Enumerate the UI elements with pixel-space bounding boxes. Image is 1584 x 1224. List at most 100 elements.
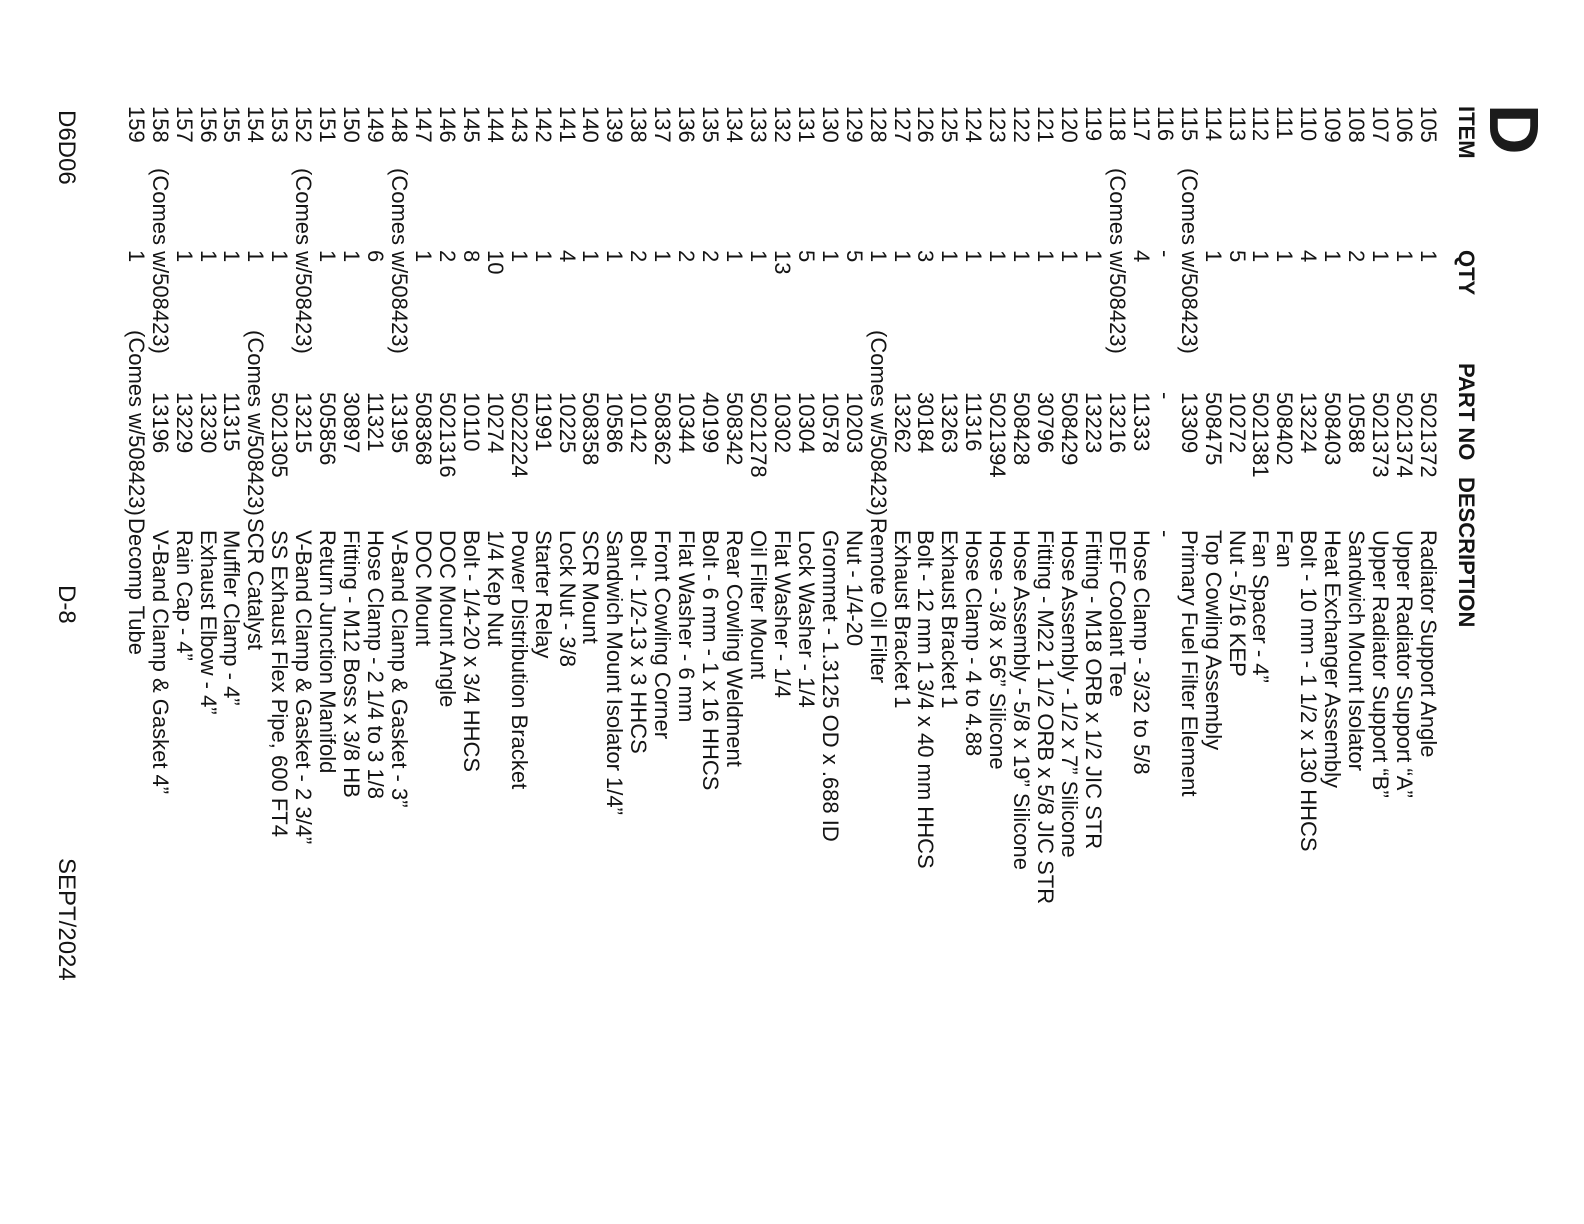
item-cell: 115 [1176, 106, 1202, 142]
part-no-cell: 5021381 [1248, 392, 1274, 478]
qty-cell: 13 [769, 250, 795, 275]
part-no-cell: 5021305 [267, 392, 293, 478]
part-no-cell: 13229 [171, 392, 197, 454]
qty-cell: 1 [937, 250, 963, 263]
description-cell: Rear Cowling Weldment [722, 530, 748, 767]
qty-cell: 1 [1033, 250, 1059, 263]
qty-cell: 1 [722, 250, 748, 263]
description-cell: Fitting - M22 1 1/2 ORB x 5/8 JIC STR [1033, 530, 1059, 905]
table-row: 156 1 13230 Exhaust Elbow - 4” [196, 0, 221, 1224]
table-row: 116 - - - [1152, 0, 1178, 1224]
part-no-cell: - [1152, 392, 1178, 400]
qty-cell: 1 [1248, 250, 1274, 263]
item-cell: 133 [745, 106, 771, 143]
description-cell: DOC Mount Angle [434, 530, 460, 708]
table-row: 152 (Comes w/508423) 13215 V-Band Clamp & G… [291, 0, 317, 1224]
footer-date: SEPT/2024 [53, 858, 80, 981]
item-cell: 158 [147, 106, 173, 143]
description-cell: Top Cowling Assembly [1200, 530, 1226, 751]
description-cell: Lock Nut - 3/8 [554, 530, 580, 667]
table-row: 107 1 5021373 Upper Radiator Support “B” [1368, 0, 1393, 1224]
description-cell: Bolt - 12 mm 1 3/4 x 40 mm HHCS [913, 530, 939, 869]
item-cell: 152 [291, 106, 317, 143]
qty-cell: 1 [123, 250, 149, 263]
table-row: 145 8 10110 Bolt - 1/4-20 x 3/4 HHCS [458, 0, 484, 1224]
qty-cell: 1 [243, 250, 269, 263]
qty-cell: 1 [961, 250, 987, 263]
item-cell: 151 [315, 106, 341, 143]
description-cell: Hose Clamp - 3/32 to 5/8 [1128, 530, 1154, 775]
part-no-cell: (Comes w/508423) [123, 330, 149, 516]
part-no-cell: 5021316 [434, 392, 460, 478]
qty-cell: 6 [363, 250, 389, 263]
item-cell: 109 [1320, 106, 1346, 143]
table-row: 130 1 10578 Grommet - 1.3125 OD x .688 ID [817, 0, 843, 1224]
table-row: 122 1 508428 Hose Assembly - 5/8 x 19” Sili… [1009, 0, 1034, 1224]
part-no-cell: 5021394 [985, 392, 1011, 478]
description-cell: SS Exhaust Flex Pipe, 600 FT4 [267, 530, 293, 837]
description-cell: Bolt - 1/4-20 x 3/4 HHCS [458, 530, 484, 773]
table-row: 131 5 10304 Lock Washer - 1/4 [794, 0, 819, 1224]
description-cell: Primary Fuel Filter Element [1176, 530, 1202, 797]
item-cell: 159 [123, 106, 149, 143]
part-no-cell: (Comes w/508423) [865, 330, 891, 516]
item-cell: 110 [1296, 106, 1322, 142]
description-cell: Oil Filter Mount [745, 530, 771, 680]
table-row: 114 1 508475 Top Cowling Assembly [1200, 0, 1226, 1224]
description-cell: Remote Oil Filter [865, 518, 891, 684]
footer-page-number: D-8 [53, 585, 80, 624]
table-row: 139 1 10586 Sandwich Mount Isolator 1/4” [602, 0, 628, 1224]
part-no-cell: 13216 [1104, 392, 1130, 454]
item-cell: 142 [530, 106, 556, 143]
qty-cell: 1 [1080, 250, 1106, 263]
qty-cell: 1 [1272, 250, 1298, 263]
table-row: 118 (Comes w/508423) 13216 DEF Coolant Tee [1104, 0, 1130, 1224]
item-cell: 137 [650, 106, 676, 143]
table-row: 141 4 10225 Lock Nut - 3/8 [554, 0, 580, 1224]
table-row: 109 1 508403 Heat Exchanger Assembly [1320, 0, 1346, 1224]
qty-cell: 1 [1392, 250, 1418, 263]
item-cell: 139 [602, 106, 628, 143]
part-no-cell: 508342 [722, 392, 748, 466]
qty-cell: 1 [1320, 250, 1346, 263]
qty-cell: 4 [1296, 250, 1322, 263]
part-no-cell: 13195 [387, 392, 413, 454]
part-no-cell: 30184 [913, 392, 939, 454]
table-row: 113 5 10272 Nut - 5/16 KEP [1225, 0, 1250, 1224]
description-cell: Fan [1272, 530, 1298, 568]
part-no-cell: 508368 [410, 392, 436, 466]
column-header-description: DESCRIPTION [1454, 477, 1479, 628]
description-cell: Sandwich Mount Isolator 1/4” [602, 530, 628, 815]
qty-cell: 1 [817, 250, 843, 263]
description-cell: Exhaust Bracket 1 [889, 530, 915, 709]
description-cell: Radiator Support Angle [1416, 530, 1441, 758]
description-cell: Hose - 3/8 x 56” Silicone [985, 530, 1011, 770]
table-row: 138 2 10142 Bolt - 1/2-13 x 3 HHCS [626, 0, 652, 1224]
part-no-cell: 11321 [363, 392, 389, 452]
table-row: 155 1 11315 Muffler Clamp - 4” [219, 0, 245, 1224]
part-no-cell: 11315 [219, 392, 245, 452]
description-cell: SCR Mount [578, 530, 604, 644]
part-no-cell: 10110 [458, 392, 484, 452]
description-cell: Hose Assembly - 1/2 x 7” Silicone [1057, 530, 1083, 858]
item-cell: 106 [1392, 106, 1418, 143]
qty-cell: (Comes w/508423) [1176, 168, 1202, 354]
table-row: 151 1 505856 Return Junction Manifold [315, 0, 341, 1224]
item-cell: 153 [267, 106, 293, 143]
table-row: 136 2 10344 Flat Washer - 6 mm [674, 0, 699, 1224]
item-cell: 146 [434, 106, 460, 143]
item-cell: 121 [1033, 106, 1059, 143]
item-cell: 120 [1057, 106, 1083, 143]
qty-cell: 1 [171, 250, 197, 263]
part-no-cell: 5022224 [506, 392, 532, 478]
item-cell: 105 [1416, 106, 1441, 143]
part-no-cell: 10578 [817, 392, 843, 454]
table-row: 120 1 508429 Hose Assembly - 1/2 x 7” Silic… [1057, 0, 1083, 1224]
item-cell: 138 [626, 106, 652, 143]
qty-cell: 1 [219, 250, 245, 263]
part-no-cell: (Comes w/508423) [243, 330, 269, 516]
item-cell: 140 [578, 106, 604, 143]
table-row: 121 1 30796 Fitting - M22 1 1/2 ORB x 5/8 J… [1033, 0, 1059, 1224]
qty-cell: 1 [1057, 250, 1083, 263]
